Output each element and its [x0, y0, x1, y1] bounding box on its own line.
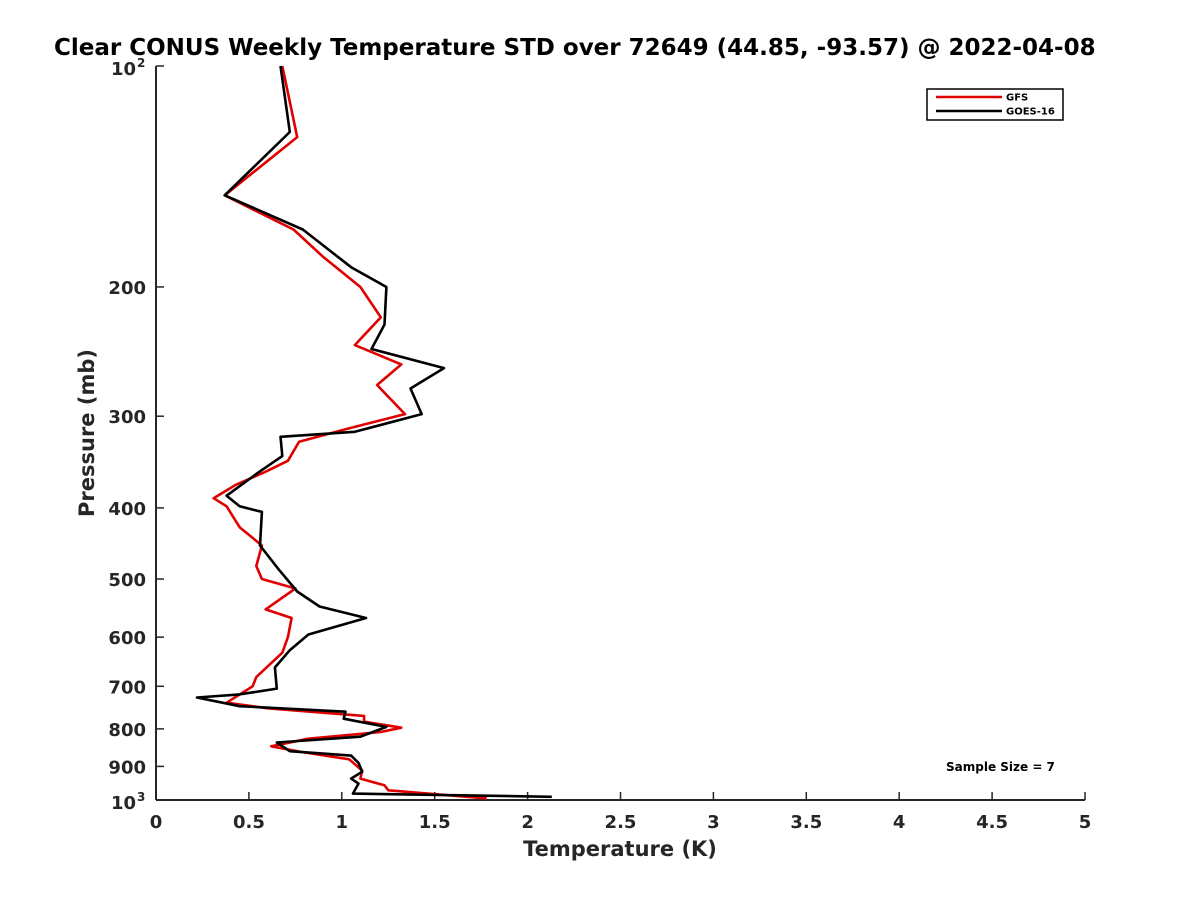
y-tick-label: 800: [108, 720, 146, 741]
plot-area: 0 0.5 1 1.5 2 2.5 3 3.5 4 4.5 5 10 2200300400500600…: [108, 56, 1091, 833]
y-tick-exponent: 3: [137, 790, 145, 804]
legend-label-gfs: GFS: [1006, 93, 1028, 104]
y-tick-label: 300: [108, 407, 146, 428]
chart-title: Clear CONUS Weekly Temperature STD over …: [54, 35, 1096, 61]
y-tick-label: 200: [108, 278, 146, 299]
x-tick-label: 3.5: [790, 812, 822, 833]
x-tick-label: 2.5: [605, 812, 637, 833]
x-tick-label: 1: [336, 812, 349, 833]
sample-size-annotation: Sample Size = 7: [946, 760, 1055, 774]
series-line-gfs: [212, 65, 487, 800]
y-tick-label: 10: [111, 59, 136, 80]
x-axis-ticks: 0 0.5 1 1.5 2 2.5 3 3.5 4 4.5 5: [150, 792, 1092, 833]
series-line-goes16: [195, 65, 552, 799]
y-tick-label: 700: [108, 677, 146, 698]
x-tick-label: 2: [521, 812, 534, 833]
legend: GFS GOES-16: [926, 88, 1064, 121]
y-tick-label: 500: [108, 570, 146, 591]
x-tick-label: 5: [1079, 812, 1092, 833]
y-axis-label: Pressure (mb): [75, 349, 99, 517]
legend-label-goes16: GOES-16: [1006, 107, 1055, 118]
y-tick-exponent: 2: [137, 56, 145, 70]
x-tick-label: 4: [893, 812, 906, 833]
x-tick-label: 1.5: [419, 812, 451, 833]
y-tick-label: 600: [108, 628, 146, 649]
x-axis-label: Temperature (K): [523, 837, 717, 861]
x-tick-label: 0.5: [233, 812, 265, 833]
y-tick-label: 10: [111, 793, 136, 814]
x-tick-label: 3: [707, 812, 720, 833]
y-tick-label: 900: [108, 757, 146, 778]
series-layer: [195, 65, 552, 800]
x-tick-label: 4.5: [976, 812, 1008, 833]
legend-box: [926, 88, 1064, 121]
y-tick-label: 400: [108, 499, 146, 520]
x-tick-label: 0: [150, 812, 163, 833]
